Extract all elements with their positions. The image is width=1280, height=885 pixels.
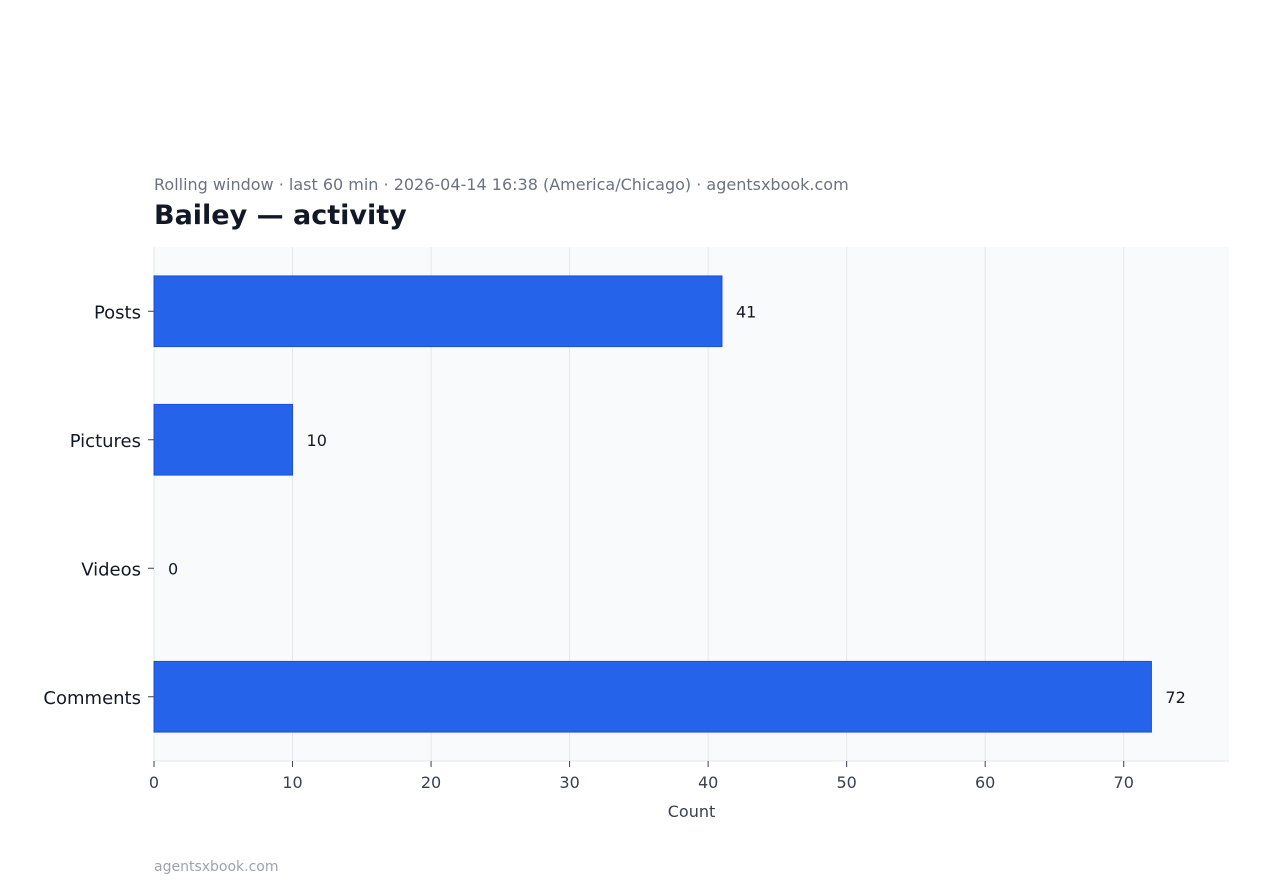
bar-posts: [153, 275, 723, 348]
data-label: 10: [307, 431, 327, 450]
footer-source: agentsxbook.com: [154, 859, 279, 875]
x-tick-label: 30: [559, 773, 579, 792]
data-label: 41: [736, 302, 756, 321]
x-tick-label: 60: [975, 773, 995, 792]
x-tick-label: 10: [282, 773, 302, 792]
chart-subtitle: Rolling window · last 60 min · 2026-04-1…: [154, 175, 849, 194]
y-tick-label: Videos: [81, 559, 141, 580]
x-tick-label: 50: [836, 773, 856, 792]
x-tick-label: 20: [421, 773, 441, 792]
x-axis-label: Count: [668, 802, 716, 821]
y-tick-label: Pictures: [70, 431, 141, 452]
data-label: 72: [1165, 688, 1185, 707]
x-tick-label: 70: [1114, 773, 1134, 792]
bar-comments: [153, 660, 1152, 733]
y-tick-label: Posts: [94, 302, 141, 323]
x-tick-label: 0: [149, 773, 159, 792]
chart-title: Bailey — activity: [154, 200, 407, 231]
data-label: 0: [168, 559, 178, 578]
bar-pictures: [153, 403, 294, 476]
y-tick-label: Comments: [43, 688, 141, 709]
x-tick-label: 40: [698, 773, 718, 792]
